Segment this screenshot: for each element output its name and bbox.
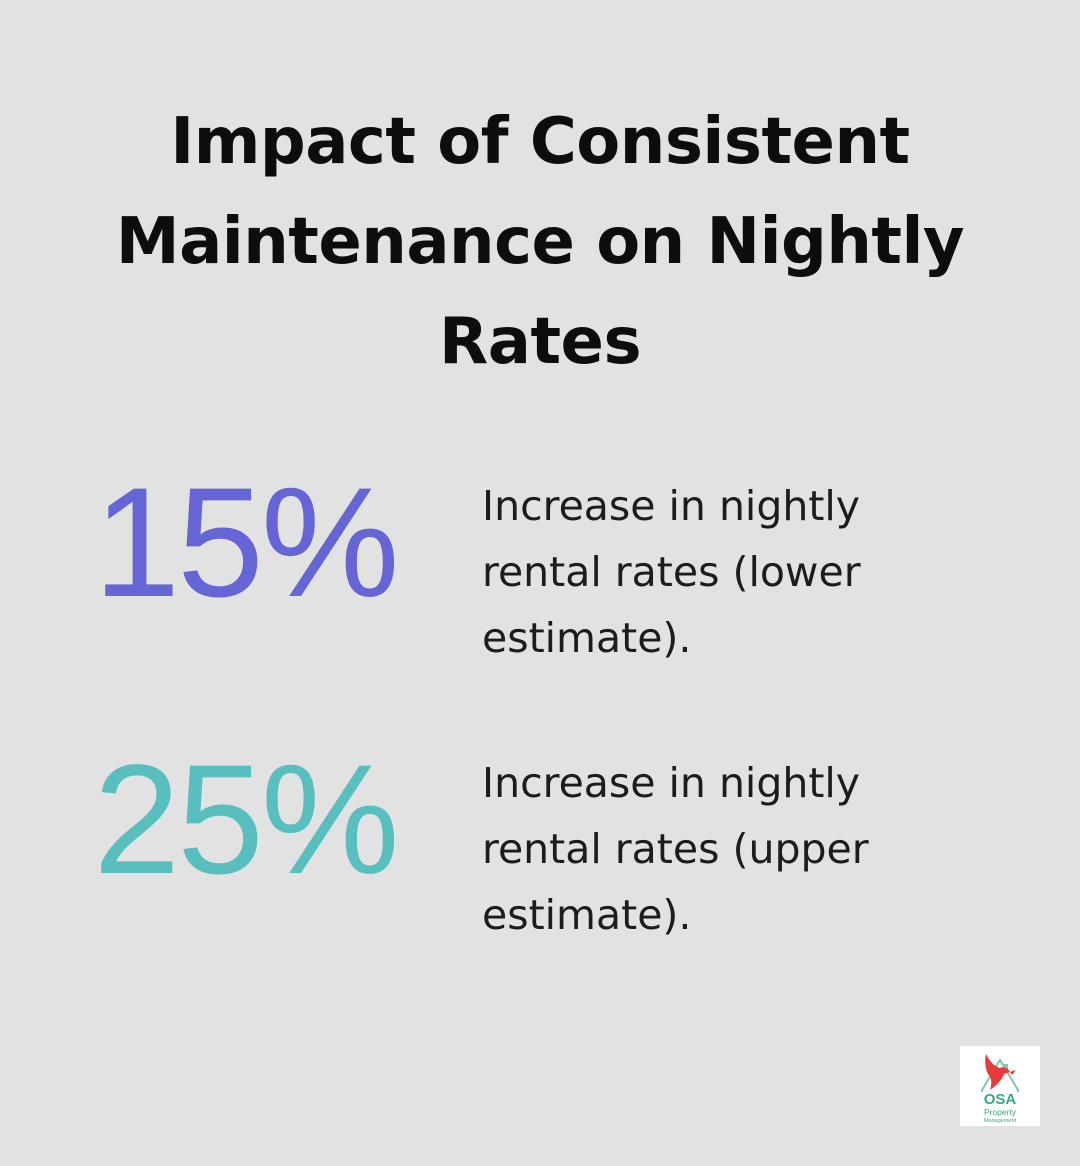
stat-block-upper: 25% Increase in nightly rental rates (up… bbox=[0, 742, 1080, 942]
page-title: Impact of Consistent Maintenance on Nigh… bbox=[115, 105, 965, 379]
logo-line-1: Property bbox=[984, 1107, 1017, 1117]
stat-value: 25% bbox=[93, 733, 399, 907]
stat-value: 15% bbox=[93, 456, 399, 630]
company-logo: OSA Property Management bbox=[960, 1046, 1040, 1126]
stat-block-lower: 15% Increase in nightly rental rates (lo… bbox=[0, 465, 1080, 665]
bird-house-icon: OSA Property Management bbox=[981, 1054, 1019, 1124]
stat-description: Increase in nightly rental rates (lower … bbox=[482, 482, 861, 662]
logo-name: OSA bbox=[984, 1091, 1017, 1108]
logo-line-2: Management bbox=[984, 1118, 1017, 1124]
stat-description: Increase in nightly rental rates (upper … bbox=[482, 759, 869, 939]
